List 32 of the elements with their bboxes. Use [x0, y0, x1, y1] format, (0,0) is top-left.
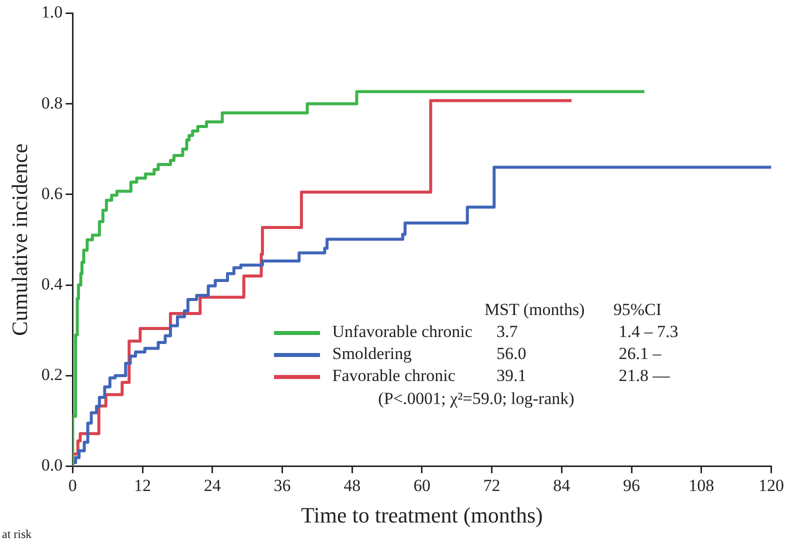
y-tick-label: 1.0 — [41, 2, 63, 22]
annotation: 1.4 – 7.3 — [618, 320, 680, 343]
x-tick-label: 108 — [688, 476, 714, 495]
y-tick-label: 0.8 — [41, 93, 63, 112]
annotation: 95%CI — [612, 298, 663, 321]
x-tick-label: 24 — [204, 476, 222, 495]
y-tick-label: 0.2 — [41, 365, 63, 384]
annotation: 26.1 – — [618, 342, 662, 365]
annotation: 56.0 — [495, 342, 528, 365]
x-tick-label: 120 — [758, 476, 784, 495]
x-tick-label: 12 — [134, 476, 152, 495]
x-tick-label: 96 — [623, 476, 640, 495]
legend-label: Smoldering — [331, 342, 413, 365]
legend-label: Unfavorable chronic — [331, 320, 474, 343]
x-tick-label: 60 — [413, 476, 430, 495]
annotation: 3.7 — [495, 320, 519, 343]
annotation: MST (months) — [483, 298, 586, 321]
y-tick-label: 0.0 — [41, 456, 63, 475]
annotation: (P<.0001; χ²=59.0; log-rank) — [377, 388, 576, 409]
x-tick-label: 72 — [483, 476, 500, 495]
x-tick-label: 84 — [553, 476, 571, 495]
text: at risk — [2, 527, 32, 542]
x-tick-label: 0 — [68, 476, 77, 495]
annotation: 39.1 — [495, 364, 528, 387]
annotation: 21.8 — — [618, 364, 671, 387]
y-axis-title: Cumulative incidence — [6, 143, 32, 336]
y-tick-label: 0.4 — [41, 274, 64, 294]
x-tick-label: 48 — [344, 476, 361, 495]
legend-label: Favorable chronic — [331, 364, 456, 387]
x-axis-title: Time to treatment (months) — [301, 502, 543, 528]
y-tick-label: 0.6 — [41, 184, 63, 203]
x-tick-label: 36 — [274, 476, 291, 495]
